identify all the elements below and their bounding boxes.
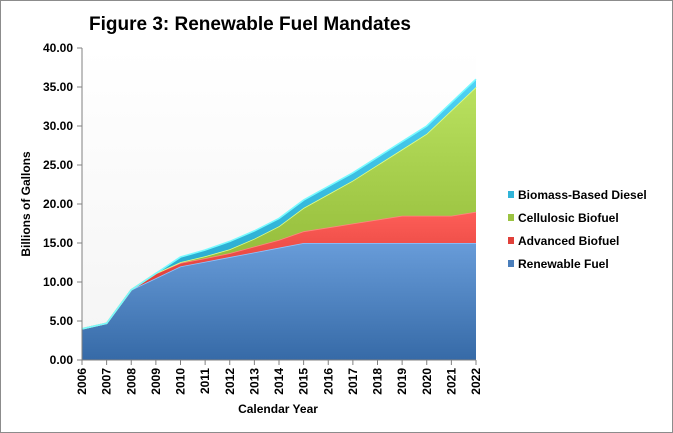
legend-swatch <box>508 191 514 198</box>
y-tick-label: 15.00 <box>43 236 73 250</box>
x-tick-label: 2019 <box>395 368 409 395</box>
legend-label: Advanced Biofuel <box>518 234 619 248</box>
x-tick-label: 2011 <box>198 368 212 394</box>
y-tick-label: 40.00 <box>43 41 73 55</box>
area-edge-biomass-based-diesel <box>81 78 477 330</box>
x-tick-label: 2008 <box>124 368 138 395</box>
y-tick-label: 10.00 <box>43 275 73 289</box>
y-axis-title: Billions of Gallons <box>19 151 33 257</box>
x-tick-label: 2010 <box>174 368 188 395</box>
legend-swatch <box>508 260 514 267</box>
x-tick-label: 2006 <box>75 368 89 395</box>
y-tick-label: 25.00 <box>43 158 73 172</box>
area-cellulosic-biofuel <box>82 87 476 329</box>
y-tick-label: 5.00 <box>50 314 74 328</box>
legend-label: Renewable Fuel <box>518 257 609 271</box>
axes-layer: 0.00 5.00 10.00 15.00 20.00 25.00 30.00 35.00 40… <box>43 41 483 395</box>
legend: Biomass-Based Diesel Cellulosic Biofuel Ad… <box>508 188 647 271</box>
legend-label: Biomass-Based Diesel <box>518 188 647 202</box>
x-tick-label: 2018 <box>371 368 385 395</box>
areas-layer <box>81 78 477 360</box>
y-tick-label: 0.00 <box>50 353 74 367</box>
x-tick-label: 2012 <box>223 368 237 395</box>
legend-label: Cellulosic Biofuel <box>518 211 619 225</box>
x-tick-label: 2007 <box>100 368 114 395</box>
x-tick-label: 2022 <box>469 368 483 395</box>
chart-title: Figure 3: Renewable Fuel Mandates <box>89 14 411 35</box>
x-axis-title: Calendar Year <box>238 402 318 416</box>
y-tick-label: 20.00 <box>43 197 73 211</box>
x-tick-label: 2017 <box>346 368 360 395</box>
area-advanced-biofuel <box>82 211 476 329</box>
area-renewable-fuel <box>82 243 476 360</box>
x-tick-label: 2009 <box>149 368 163 395</box>
x-tick-label: 2015 <box>297 368 311 395</box>
x-tick-label: 2020 <box>420 368 434 395</box>
x-tick-label: 2014 <box>272 368 286 395</box>
x-tick-label: 2016 <box>321 368 335 395</box>
legend-swatch <box>508 237 514 244</box>
y-tick-label: 30.00 <box>43 119 73 133</box>
legend-swatch <box>508 214 514 221</box>
y-tick-label: 35.00 <box>43 80 73 94</box>
x-tick-label: 2021 <box>444 368 458 395</box>
x-tick-label: 2013 <box>247 368 261 395</box>
